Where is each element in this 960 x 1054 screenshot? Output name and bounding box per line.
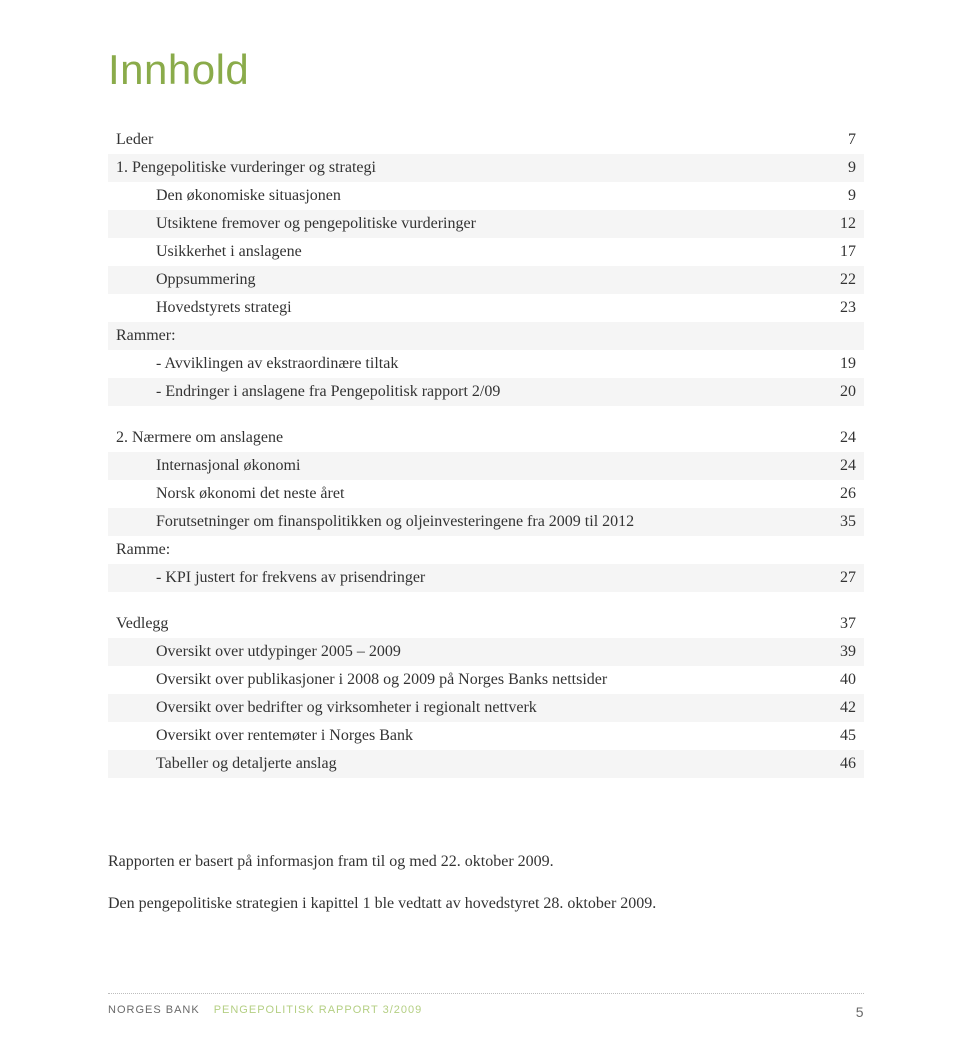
- toc-label: Rammer:: [108, 324, 176, 348]
- footer-brand: NORGES BANK: [108, 1004, 200, 1016]
- toc-label: Den økonomiske situasjonen: [108, 184, 341, 208]
- toc-label: Ramme:: [108, 538, 170, 562]
- toc-row: Hovedstyrets strategi 23: [108, 294, 864, 322]
- toc-row: Forutsetninger om finanspolitikken og ol…: [108, 508, 864, 536]
- toc-label: Oversikt over rentemøter i Norges Bank: [108, 724, 413, 748]
- toc-label: Forutsetninger om finanspolitikken og ol…: [108, 510, 634, 534]
- toc-page-number: 42: [840, 696, 864, 720]
- toc-label: - Avviklingen av ekstraordinære tiltak: [108, 352, 398, 376]
- toc: Leder 7 1. Pengepolitiske vurderinger og s…: [108, 126, 864, 778]
- toc-label: Oversikt over publikasjoner i 2008 og 20…: [108, 668, 607, 692]
- footer-left: NORGES BANK PENGEPOLITISK RAPPORT 3/2009: [108, 1004, 422, 1020]
- toc-label: Usikkerhet i anslagene: [108, 240, 302, 264]
- toc-gap: [108, 592, 864, 610]
- toc-row: Leder 7: [108, 126, 864, 154]
- toc-label: - KPI justert for frekvens av prisendrin…: [108, 566, 425, 590]
- toc-section-head: Ramme:: [108, 536, 864, 564]
- toc-label: Oversikt over bedrifter og virksomheter …: [108, 696, 537, 720]
- page-title: Innhold: [108, 46, 864, 94]
- toc-page-number: 24: [840, 426, 864, 450]
- toc-section-head: Rammer:: [108, 322, 864, 350]
- toc-group-3: Vedlegg37Oversikt over utdypinger 2005 –…: [108, 610, 864, 778]
- body-paragraph-2: Den pengepolitiske strategien i kapittel…: [108, 890, 864, 918]
- toc-label: Vedlegg: [108, 612, 168, 636]
- toc-row: Utsiktene fremover og pengepolitiske vur…: [108, 210, 864, 238]
- toc-label: - Endringer i anslagene fra Pengepolitis…: [108, 380, 500, 404]
- toc-label: 2. Nærmere om anslagene: [108, 426, 283, 450]
- toc-page-number: 19: [840, 352, 864, 376]
- toc-page-number: 26: [840, 482, 864, 506]
- toc-label: Internasjonal økonomi: [108, 454, 300, 478]
- footer-page-number: 5: [856, 1004, 864, 1020]
- toc-row: Den økonomiske situasjonen 9: [108, 182, 864, 210]
- toc-label: Hovedstyrets strategi: [108, 296, 292, 320]
- toc-row: Usikkerhet i anslagene 17: [108, 238, 864, 266]
- toc-page-number: 39: [840, 640, 864, 664]
- toc-gap: [108, 406, 864, 424]
- toc-label: 1. Pengepolitiske vurderinger og strateg…: [108, 156, 376, 180]
- toc-page-number: 46: [840, 752, 864, 776]
- toc-group-1: Leder 7 1. Pengepolitiske vurderinger og s…: [108, 126, 864, 406]
- toc-row: Norsk økonomi det neste året 26: [108, 480, 864, 508]
- toc-row: 2. Nærmere om anslagene 24: [108, 424, 864, 452]
- toc-row: - KPI justert for frekvens av prisendrin…: [108, 564, 864, 592]
- toc-page-number: 22: [840, 268, 864, 292]
- toc-row: Vedlegg 37: [108, 610, 864, 638]
- toc-page-number: 40: [840, 668, 864, 692]
- body-paragraph-1: Rapporten er basert på informasjon fram …: [108, 848, 864, 876]
- toc-row: Oversikt over rentemøter i Norges Bank 45: [108, 722, 864, 750]
- toc-page-number: 45: [840, 724, 864, 748]
- toc-row: Oversikt over utdypinger 2005 – 2009 39: [108, 638, 864, 666]
- toc-label: Oppsummering: [108, 268, 256, 292]
- toc-label: Oversikt over utdypinger 2005 – 2009: [108, 640, 401, 664]
- toc-page-number: 37: [840, 612, 864, 636]
- toc-page-number: 7: [848, 128, 864, 152]
- page-footer: NORGES BANK PENGEPOLITISK RAPPORT 3/2009…: [108, 993, 864, 1020]
- toc-page-number: 20: [840, 380, 864, 404]
- body-text: Rapporten er basert på informasjon fram …: [108, 848, 864, 918]
- toc-row: Oppsummering 22: [108, 266, 864, 294]
- toc-page-number: 9: [848, 184, 864, 208]
- toc-page-number: 27: [840, 566, 864, 590]
- toc-page-number: 12: [840, 212, 864, 236]
- toc-row: - Avviklingen av ekstraordinære tiltak 19: [108, 350, 864, 378]
- toc-row: 1. Pengepolitiske vurderinger og strateg…: [108, 154, 864, 182]
- toc-page-number: 17: [840, 240, 864, 264]
- toc-label: Norsk økonomi det neste året: [108, 482, 344, 506]
- toc-row: - Endringer i anslagene fra Pengepolitis…: [108, 378, 864, 406]
- toc-row: Oversikt over publikasjoner i 2008 og 20…: [108, 666, 864, 694]
- footer-doc: PENGEPOLITISK RAPPORT 3/2009: [214, 1004, 423, 1016]
- toc-page-number: 35: [840, 510, 864, 534]
- toc-row: Tabeller og detaljerte anslag 46: [108, 750, 864, 778]
- toc-page-number: 9: [848, 156, 864, 180]
- toc-row: Oversikt over bedrifter og virksomheter …: [108, 694, 864, 722]
- toc-group-2: 2. Nærmere om anslagene24Internasjonal ø…: [108, 424, 864, 592]
- page: Innhold Leder 7 1. Pengepolitiske vurderin…: [0, 0, 960, 1054]
- toc-page-number: 24: [840, 454, 864, 478]
- toc-label: Tabeller og detaljerte anslag: [108, 752, 337, 776]
- toc-page-number: 23: [840, 296, 864, 320]
- toc-label: Leder: [108, 128, 153, 152]
- toc-row: Internasjonal økonomi 24: [108, 452, 864, 480]
- toc-label: Utsiktene fremover og pengepolitiske vur…: [108, 212, 476, 236]
